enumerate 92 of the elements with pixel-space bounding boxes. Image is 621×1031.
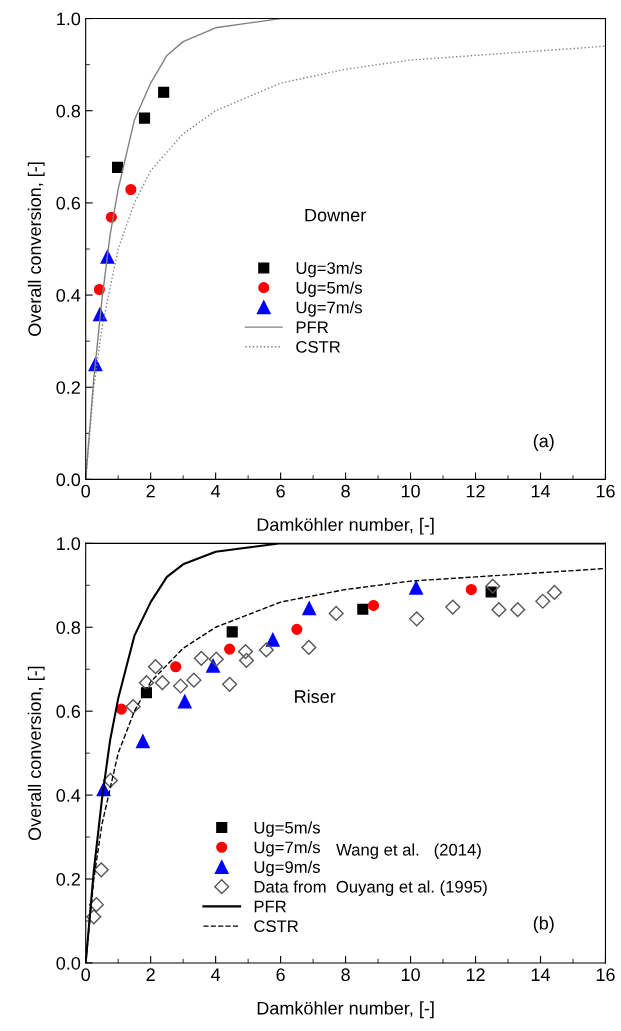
point bbox=[86, 909, 102, 925]
legend-label: CSTR bbox=[254, 920, 298, 933]
legend-label: Ug=7m/s bbox=[296, 301, 362, 317]
x-tick-label: 6 bbox=[276, 968, 285, 982]
point bbox=[125, 183, 137, 196]
annotation: (b) bbox=[533, 916, 554, 934]
y-tick-label: 0.6 bbox=[56, 196, 81, 210]
legend-label: Ug=5m/s bbox=[254, 821, 320, 837]
x-tick-label: 2 bbox=[146, 484, 155, 498]
point bbox=[93, 862, 109, 878]
point bbox=[301, 639, 317, 655]
x-tick-label: 0 bbox=[81, 484, 91, 498]
point bbox=[125, 698, 141, 715]
x-tick-label: 16 bbox=[596, 484, 615, 498]
y-tick-label: 0.6 bbox=[56, 705, 81, 718]
point bbox=[208, 651, 224, 667]
point bbox=[154, 675, 170, 691]
y-tick-label: 0.8 bbox=[56, 104, 81, 118]
legend-label: Ug=9m/s bbox=[254, 860, 320, 877]
point bbox=[302, 601, 317, 616]
point bbox=[491, 602, 507, 618]
point bbox=[258, 642, 274, 658]
legend-label: CSTR bbox=[296, 340, 341, 353]
point bbox=[510, 602, 526, 618]
point bbox=[172, 678, 189, 694]
legend-label: Ug=3m/s bbox=[296, 261, 362, 278]
point bbox=[111, 161, 124, 173]
x-tick-label: 10 bbox=[401, 484, 420, 498]
annotation: (a) bbox=[533, 434, 554, 451]
y-axis-title: Overall conversion, [-] bbox=[27, 666, 45, 841]
x-tick-label: 8 bbox=[341, 968, 350, 982]
annotation: Wang et al. (2014) bbox=[336, 843, 481, 859]
point bbox=[409, 580, 424, 595]
x-tick-label: 12 bbox=[466, 484, 485, 498]
point bbox=[102, 772, 118, 788]
y-tick-label: 0.2 bbox=[56, 872, 80, 886]
point bbox=[357, 603, 369, 615]
annotation: Riser bbox=[295, 689, 336, 703]
point bbox=[177, 694, 192, 709]
point bbox=[170, 661, 182, 673]
x-tick-label: 16 bbox=[596, 968, 615, 982]
point bbox=[138, 675, 155, 691]
point bbox=[238, 652, 255, 668]
x-axis-title: Damköhler number, [-] bbox=[257, 517, 434, 535]
y-tick-label: 0.2 bbox=[56, 381, 80, 394]
x-tick-label: 2 bbox=[146, 968, 155, 981]
point bbox=[367, 599, 380, 611]
point bbox=[265, 632, 280, 647]
x-tick-label: 10 bbox=[401, 968, 420, 982]
point bbox=[186, 672, 202, 688]
point bbox=[147, 659, 164, 675]
y-tick-label: 0.8 bbox=[56, 621, 81, 634]
y-tick-label: 1.0 bbox=[57, 12, 81, 26]
y-tick-label: 0.4 bbox=[56, 789, 81, 802]
point bbox=[222, 676, 238, 692]
x-tick-label: 0 bbox=[81, 968, 91, 982]
point bbox=[485, 578, 501, 594]
legend-label: Data from Ouyang et al. (1995) bbox=[254, 880, 487, 896]
x-tick-label: 8 bbox=[341, 484, 350, 498]
point bbox=[445, 599, 461, 615]
point bbox=[88, 897, 104, 913]
x-tick-label: 12 bbox=[466, 968, 485, 981]
x-tick-label: 14 bbox=[531, 968, 551, 981]
point bbox=[158, 86, 170, 98]
y-tick-label: 0.4 bbox=[56, 289, 81, 302]
y-tick-label: 1.0 bbox=[57, 537, 81, 551]
x-tick-label: 4 bbox=[211, 968, 221, 981]
annotation: Downer bbox=[305, 208, 366, 222]
point bbox=[237, 644, 254, 660]
point bbox=[291, 623, 303, 635]
point bbox=[465, 583, 477, 596]
x-axis-title: Damköhler number, [-] bbox=[257, 1001, 434, 1019]
y-axis-title: Overall conversion, [-] bbox=[27, 162, 45, 336]
point bbox=[93, 283, 105, 296]
legend-label: Ug=7m/s bbox=[254, 841, 320, 857]
y-tick-label: 0.0 bbox=[56, 956, 81, 970]
point bbox=[328, 605, 344, 621]
x-tick-label: 4 bbox=[211, 484, 221, 498]
point bbox=[226, 626, 238, 638]
point bbox=[138, 112, 151, 124]
x-tick-label: 6 bbox=[276, 484, 285, 498]
point bbox=[135, 734, 150, 749]
point bbox=[535, 593, 551, 609]
legend-label: Ug=5m/s bbox=[296, 281, 362, 297]
point bbox=[224, 643, 236, 655]
x-tick-label: 14 bbox=[531, 484, 551, 498]
point bbox=[193, 650, 209, 666]
legend-label: PFR bbox=[254, 900, 286, 913]
legend-label: PFR bbox=[296, 321, 328, 333]
point bbox=[546, 584, 563, 601]
point bbox=[409, 611, 425, 627]
y-tick-label: 0.0 bbox=[56, 473, 81, 487]
